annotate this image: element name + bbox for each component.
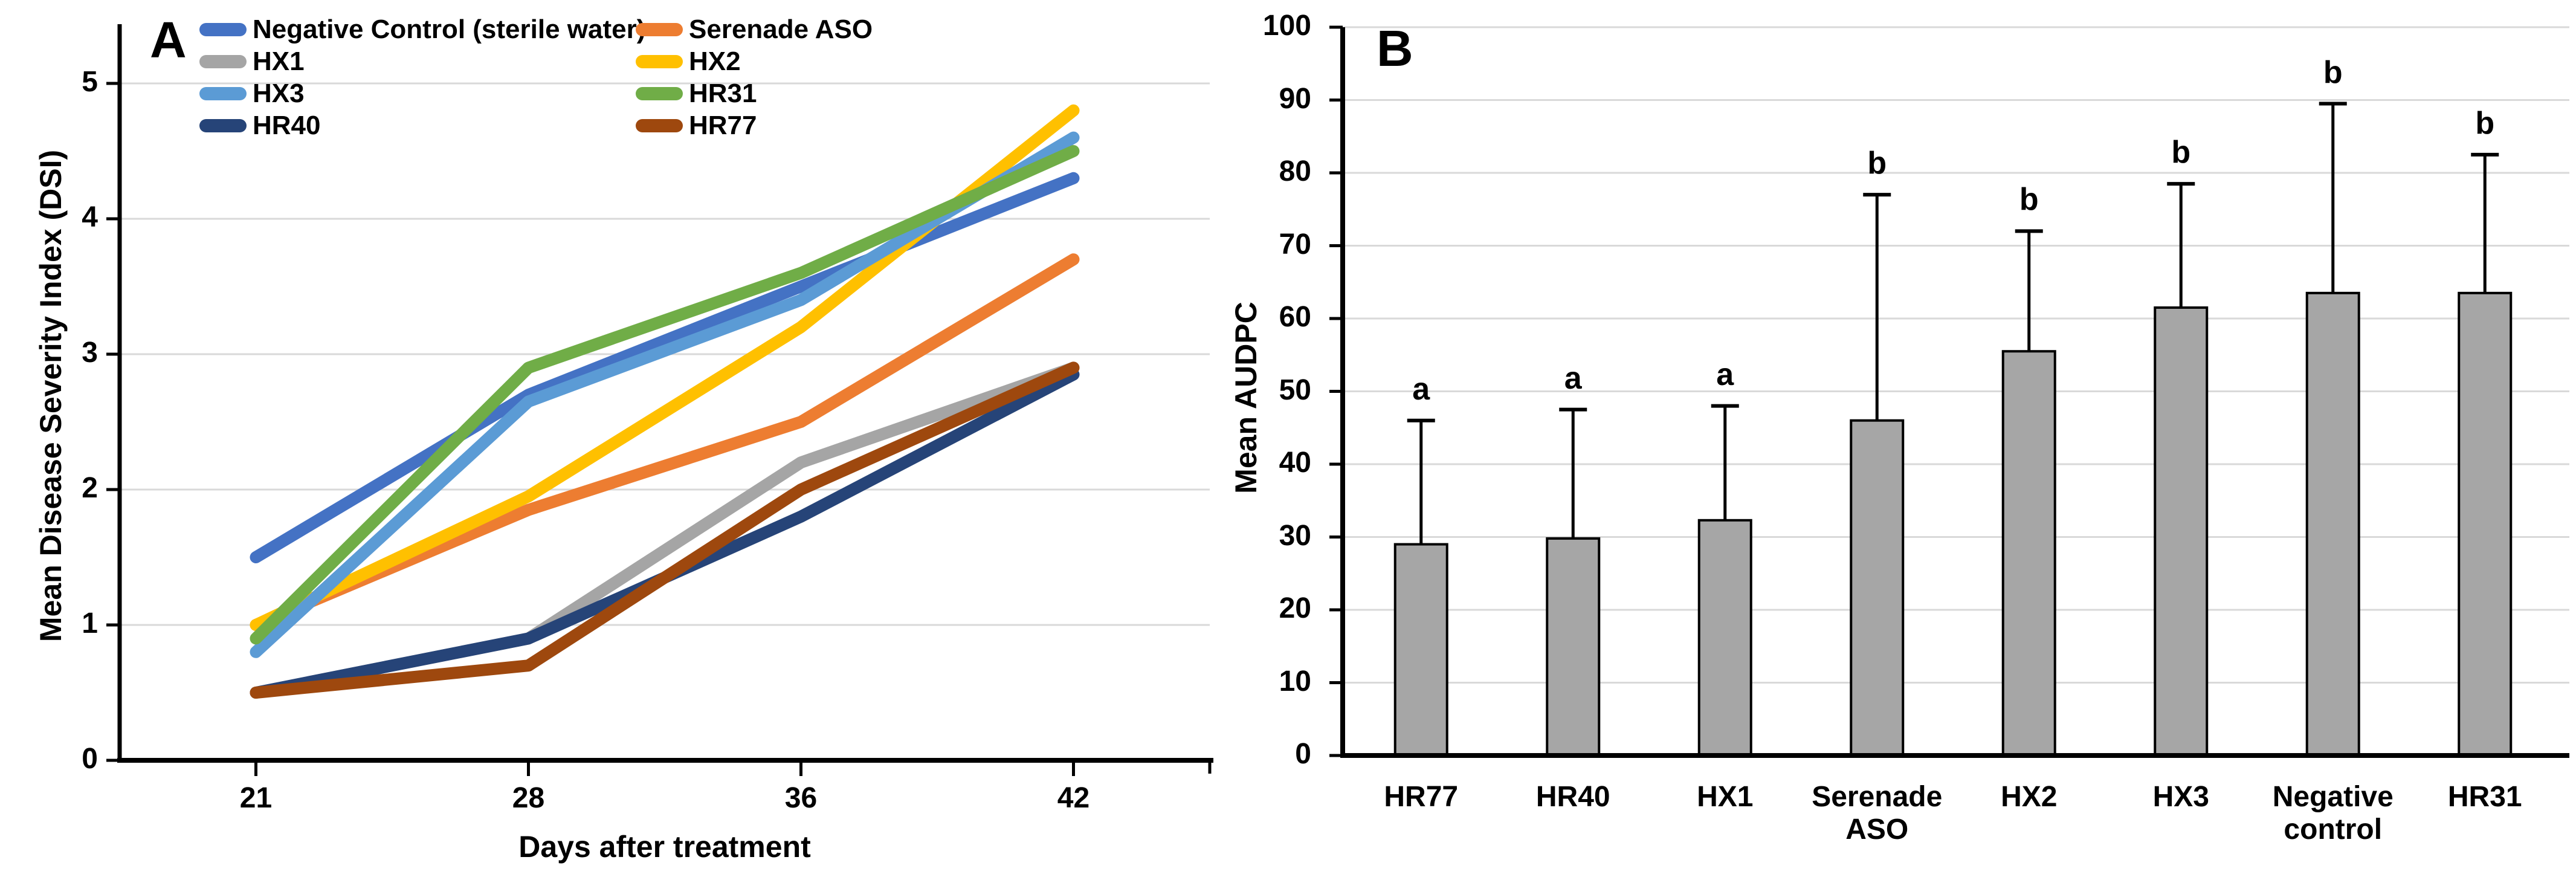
legend-marker-hx2 [636, 54, 683, 68]
legend-label-hr40: HR40 [253, 110, 321, 140]
significance-letter-serenade-aso: b [1867, 146, 1887, 181]
bar-hr77 [1393, 543, 1448, 757]
significance-letter-hx2: b [2019, 182, 2039, 218]
panel-a-y-tick-label-3: 3 [82, 337, 98, 369]
panel-b-y-tick-label-70: 70 [1279, 228, 1311, 260]
legend-label-hx3: HX3 [253, 78, 305, 108]
panel-a-x-tick-label-36: 36 [784, 782, 818, 814]
panel-b-x-label-hx1: HX1 [1697, 781, 1754, 813]
panel-b-y-tick-label-0: 0 [1295, 738, 1311, 770]
panel-a-y-tick-label-5: 5 [82, 66, 98, 98]
series-line-hr31 [250, 145, 1080, 645]
significance-letter-hr31: b [2475, 105, 2495, 141]
series-line-hr77 [250, 361, 1080, 699]
series-line-negative-control-sterile-water [250, 172, 1080, 563]
panel-b-y-tick-label-50: 50 [1279, 374, 1311, 406]
panel-b-y-tick-label-20: 20 [1279, 592, 1311, 624]
panel-b-x-label-hr77: HR77 [1384, 781, 1459, 813]
panel-a-x-axis-title: Days after treatment [518, 830, 811, 864]
panel-b-y-tick-label-40: 40 [1279, 447, 1311, 479]
panel-a-y-tick-label-1: 1 [82, 607, 98, 639]
legend-marker-hx3 [199, 86, 247, 100]
panel-b-y-tick-label-90: 90 [1279, 82, 1311, 115]
significance-letter-hx3: b [2171, 135, 2191, 170]
legend-item-hx2: HX2 [636, 48, 873, 75]
panel-a-x-tick-label-21: 21 [239, 782, 273, 814]
legend-item-hx3: HX3 [199, 80, 636, 107]
legend-marker-hr40 [199, 118, 247, 132]
bar-hr40 [1546, 537, 1601, 757]
panel-b-x-label-hr31: HR31 [2447, 781, 2522, 813]
legend-label-hr31: HR31 [689, 78, 757, 108]
panel-a-legend: Negative Control (sterile water) Serenade… [199, 13, 873, 141]
legend-marker-serenade-aso [636, 22, 683, 36]
legend-item-hr40: HR40 [199, 112, 636, 139]
legend-item-hr31: HR31 [636, 80, 873, 107]
bar-negative-control [2305, 291, 2360, 757]
legend-label-hx2: HX2 [689, 46, 741, 76]
panel-b-x-label-negative-control: Negative control [2272, 781, 2394, 846]
bar-serenade-aso [1850, 419, 1905, 757]
panel-b-y-tick-label-100: 100 [1262, 10, 1311, 42]
legend-item-serenade-aso: Serenade ASO [636, 16, 873, 43]
series-line-serenade-aso [250, 253, 1080, 631]
panel-a-letter: A [150, 11, 187, 68]
legend-item-negative-control-sterile-water: Negative Control (sterile water) [199, 16, 645, 43]
legend-label-negative-control-sterile-water: Negative Control (sterile water) [253, 14, 646, 44]
panel-a-x-tick-label-28: 28 [512, 782, 545, 814]
significance-letter-negative-control: b [2323, 54, 2343, 90]
bar-hx3 [2154, 306, 2209, 757]
panel-a-x-tick-label-42: 42 [1057, 782, 1090, 814]
panel-a-y-tick-label-0: 0 [82, 743, 98, 775]
legend-label-hx1: HX1 [253, 46, 305, 76]
legend-item-hr77: HR77 [636, 112, 873, 139]
panel-b-y-tick-label-10: 10 [1279, 665, 1311, 697]
legend-marker-hr77 [636, 118, 683, 132]
panel-b-y-tick-label-60: 60 [1279, 301, 1311, 333]
panel-b-y-tick-label-80: 80 [1279, 155, 1311, 187]
legend-label-hr77: HR77 [689, 110, 757, 140]
significance-letter-hr40: a [1564, 360, 1582, 396]
significance-letter-hr77: a [1412, 371, 1430, 407]
legend-marker-hx1 [199, 54, 247, 68]
panel-b-y-tick-label-30: 30 [1279, 519, 1311, 552]
legend-label-serenade-aso: Serenade ASO [689, 14, 873, 44]
bar-hr31 [2458, 291, 2513, 757]
legend-marker-negative-control-sterile-water [199, 22, 247, 36]
legend-item-hx1: HX1 [199, 48, 636, 75]
legend-marker-hr31 [636, 86, 683, 100]
panel-b-x-label-hx2: HX2 [2001, 781, 2058, 813]
bar-hx1 [1697, 519, 1752, 757]
bar-hx2 [2001, 350, 2056, 757]
series-line-hx3 [250, 131, 1080, 658]
panel-b-letter: B [1377, 20, 1413, 77]
panel-b-x-label-serenade-aso: Serenade ASO [1812, 781, 1943, 846]
panel-b-x-label-hx3: HX3 [2152, 781, 2209, 813]
panel-a-y-tick-label-2: 2 [82, 472, 98, 504]
panel-a-y-tick-label-4: 4 [82, 201, 98, 233]
significance-letter-hx1: a [1716, 357, 1734, 392]
panel-b-x-label-hr40: HR40 [1535, 781, 1610, 813]
